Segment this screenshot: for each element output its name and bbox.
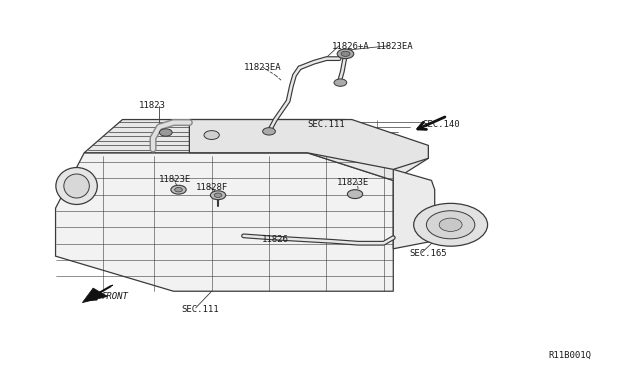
Circle shape bbox=[214, 193, 222, 198]
Text: SEC.111: SEC.111 bbox=[182, 305, 220, 314]
Circle shape bbox=[334, 79, 347, 86]
Text: FRONT: FRONT bbox=[101, 292, 128, 301]
Circle shape bbox=[262, 128, 275, 135]
Text: R11B001Q: R11B001Q bbox=[548, 350, 591, 360]
Text: 11823: 11823 bbox=[138, 101, 165, 110]
Circle shape bbox=[204, 131, 220, 140]
Circle shape bbox=[211, 191, 226, 200]
Circle shape bbox=[348, 190, 363, 199]
Circle shape bbox=[426, 211, 475, 239]
Ellipse shape bbox=[56, 167, 97, 205]
Polygon shape bbox=[56, 153, 394, 291]
Text: 11823EA: 11823EA bbox=[244, 63, 281, 72]
Circle shape bbox=[175, 187, 182, 192]
Circle shape bbox=[159, 129, 172, 136]
Ellipse shape bbox=[64, 174, 90, 198]
Text: 11823E: 11823E bbox=[159, 175, 191, 184]
Polygon shape bbox=[189, 119, 428, 169]
Polygon shape bbox=[84, 119, 428, 180]
Text: 11828F: 11828F bbox=[196, 183, 228, 192]
Text: 11823E: 11823E bbox=[337, 178, 369, 187]
Text: 11826: 11826 bbox=[261, 235, 288, 244]
Polygon shape bbox=[394, 169, 435, 249]
Text: SEC.140: SEC.140 bbox=[422, 120, 460, 129]
Text: SEC.165: SEC.165 bbox=[409, 249, 447, 258]
Circle shape bbox=[171, 185, 186, 194]
Circle shape bbox=[341, 51, 350, 57]
Text: SEC.111: SEC.111 bbox=[307, 120, 345, 129]
Circle shape bbox=[439, 218, 462, 231]
Text: 11823EA: 11823EA bbox=[376, 42, 413, 51]
Circle shape bbox=[337, 49, 354, 59]
Text: 11826+A: 11826+A bbox=[332, 42, 369, 51]
FancyArrow shape bbox=[83, 285, 113, 303]
Circle shape bbox=[413, 203, 488, 246]
